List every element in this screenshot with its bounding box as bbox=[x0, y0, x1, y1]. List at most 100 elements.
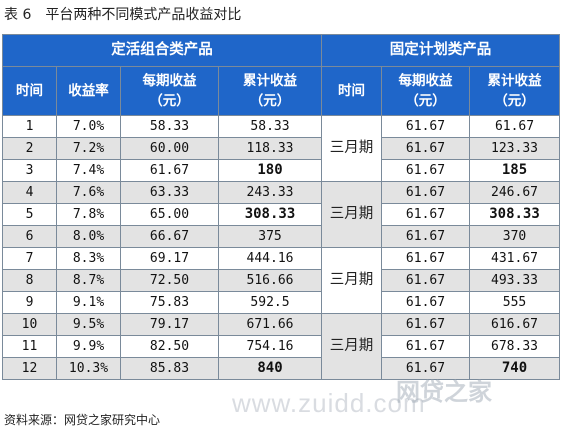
cell-fixed-period-income: 61.67 bbox=[381, 291, 470, 314]
table-row: 7 8.3% 69.17 444.16 三月期 61.67 431.67 bbox=[2, 247, 561, 314]
cell-time: 2 bbox=[2, 137, 57, 160]
cell-rate: 8.0% bbox=[56, 225, 121, 248]
table-row: 2 7.2% 60.00 118.33 61.67 123.33 bbox=[2, 137, 561, 160]
cell-rate: 8.3% bbox=[56, 247, 121, 270]
table-row: 6 8.0% 66.67 375 61.67 370 bbox=[2, 225, 561, 248]
table-row: 5 7.8% 65.00 308.33 61.67 308.33 bbox=[2, 203, 561, 226]
cell-fixed-period-income: 61.67 bbox=[381, 203, 470, 226]
cell-cumulative-income: 444.16 bbox=[218, 247, 322, 270]
cell-rate: 7.8% bbox=[56, 203, 121, 226]
cell-time: 9 bbox=[2, 291, 57, 314]
cell-rate: 7.6% bbox=[56, 181, 121, 204]
fixed-period-cell: 三月期 bbox=[321, 247, 382, 314]
cell-rate: 9.9% bbox=[56, 335, 121, 358]
cell-period-income: 66.67 bbox=[120, 225, 219, 248]
cell-rate: 7.2% bbox=[56, 137, 121, 160]
cell-rate: 7.0% bbox=[56, 115, 121, 138]
cell-time: 5 bbox=[2, 203, 57, 226]
col-header-period-income: 每期收益 （元） bbox=[120, 66, 219, 116]
table-caption: 平台两种不同模式产品收益对比 bbox=[45, 7, 242, 23]
cell-fixed-cumulative-income: 678.33 bbox=[468, 335, 561, 358]
cell-fixed-cumulative-income: 308.33 bbox=[468, 203, 561, 226]
cell-time: 6 bbox=[2, 225, 57, 248]
cell-cumulative-income: 58.33 bbox=[218, 115, 322, 138]
fixed-period-cell: 三月期 bbox=[321, 313, 382, 380]
table-row: 4 7.6% 63.33 243.33 三月期 61.67 246.67 bbox=[2, 181, 561, 248]
cell-time: 4 bbox=[2, 181, 57, 204]
cell-cumulative-income: 754.16 bbox=[218, 335, 322, 358]
source-note: 资料来源：网贷之家研究中心 bbox=[4, 413, 161, 427]
cell-fixed-cumulative-income: 246.67 bbox=[468, 181, 561, 204]
cell-period-income: 65.00 bbox=[120, 203, 219, 226]
cell-fixed-period-income: 61.67 bbox=[381, 225, 470, 248]
cell-period-income: 58.33 bbox=[120, 115, 219, 138]
table-row: 9 9.1% 75.83 592.5 61.67 555 bbox=[2, 291, 561, 314]
cell-cumulative-income: 375 bbox=[218, 225, 322, 248]
cell-fixed-cumulative-income: 555 bbox=[468, 291, 561, 314]
cell-fixed-cumulative-income: 740 bbox=[468, 357, 561, 380]
cell-fixed-period-income: 61.67 bbox=[381, 159, 470, 182]
cell-fixed-cumulative-income: 616.67 bbox=[468, 313, 561, 336]
fixed-period-cell: 三月期 bbox=[321, 115, 382, 182]
cell-fixed-period-income: 61.67 bbox=[381, 115, 470, 138]
cell-time: 11 bbox=[2, 335, 57, 358]
cell-fixed-cumulative-income: 431.67 bbox=[468, 247, 561, 270]
cell-period-income: 85.83 bbox=[120, 357, 219, 380]
cell-cumulative-income: 118.33 bbox=[218, 137, 322, 160]
cell-rate: 9.5% bbox=[56, 313, 121, 336]
cell-time: 10 bbox=[2, 313, 57, 336]
cell-fixed-period-income: 61.67 bbox=[381, 247, 470, 270]
cell-cumulative-income: 671.66 bbox=[218, 313, 322, 336]
cell-fixed-cumulative-income: 493.33 bbox=[468, 269, 561, 292]
col-header-fixed-cumulative-income: 累计收益 （元） bbox=[468, 66, 561, 116]
table-title: 表 6 平台两种不同模式产品收益对比 bbox=[4, 4, 241, 26]
cell-cumulative-income: 243.33 bbox=[218, 181, 322, 204]
cell-rate: 9.1% bbox=[56, 291, 121, 314]
group-header-right: 固定计划类产品 bbox=[320, 34, 561, 67]
cell-period-income: 63.33 bbox=[120, 181, 219, 204]
cell-rate: 7.4% bbox=[56, 159, 121, 182]
cell-time: 12 bbox=[2, 357, 57, 380]
col-header-rate: 收益率 bbox=[56, 66, 121, 116]
cell-fixed-cumulative-income: 370 bbox=[468, 225, 561, 248]
cell-period-income: 60.00 bbox=[120, 137, 219, 160]
cell-fixed-period-income: 61.67 bbox=[381, 269, 470, 292]
table-row: 11 9.9% 82.50 754.16 61.67 678.33 bbox=[2, 335, 561, 358]
group-header-left: 定活组合类产品 bbox=[2, 34, 322, 67]
cell-fixed-period-income: 61.67 bbox=[381, 335, 470, 358]
cell-period-income: 69.17 bbox=[120, 247, 219, 270]
cell-time: 1 bbox=[2, 115, 57, 138]
cell-period-income: 61.67 bbox=[120, 159, 219, 182]
cell-fixed-period-income: 61.67 bbox=[381, 181, 470, 204]
watermark-url: www.zuidd.com bbox=[232, 388, 426, 418]
table-row: 1 7.0% 58.33 58.33 三月期 61.67 61.67 bbox=[2, 115, 561, 182]
cell-time: 3 bbox=[2, 159, 57, 182]
cell-fixed-period-income: 61.67 bbox=[381, 357, 470, 380]
col-header-cumulative-income: 累计收益 （元） bbox=[218, 66, 322, 116]
table-row: 8 8.7% 72.50 516.66 61.67 493.33 bbox=[2, 269, 561, 292]
col-header-fixed-period-income: 每期收益 （元） bbox=[381, 66, 470, 116]
cell-period-income: 72.50 bbox=[120, 269, 219, 292]
cell-cumulative-income: 516.66 bbox=[218, 269, 322, 292]
table-number: 表 6 bbox=[4, 7, 32, 23]
cell-fixed-cumulative-income: 185 bbox=[468, 159, 561, 182]
cell-fixed-cumulative-income: 61.67 bbox=[468, 115, 561, 138]
table-row: 12 10.3% 85.83 840 61.67 740 bbox=[2, 357, 561, 380]
cell-cumulative-income: 592.5 bbox=[218, 291, 322, 314]
cell-period-income: 75.83 bbox=[120, 291, 219, 314]
cell-period-income: 82.50 bbox=[120, 335, 219, 358]
cell-cumulative-income: 180 bbox=[218, 159, 322, 182]
returns-comparison-table: 定活组合类产品 固定计划类产品 时间 收益率 每期收益 （元） 累计收益 （元） 时… bbox=[2, 34, 561, 380]
cell-fixed-cumulative-income: 123.33 bbox=[468, 137, 561, 160]
cell-rate: 10.3% bbox=[56, 357, 121, 380]
cell-rate: 8.7% bbox=[56, 269, 121, 292]
col-header-fixed-time: 时间 bbox=[321, 66, 382, 116]
cell-fixed-period-income: 61.67 bbox=[381, 313, 470, 336]
col-header-time: 时间 bbox=[2, 66, 57, 116]
cell-period-income: 79.17 bbox=[120, 313, 219, 336]
cell-time: 8 bbox=[2, 269, 57, 292]
fixed-period-cell: 三月期 bbox=[321, 181, 382, 248]
cell-cumulative-income: 840 bbox=[218, 357, 322, 380]
cell-fixed-period-income: 61.67 bbox=[381, 137, 470, 160]
table-row: 3 7.4% 61.67 180 61.67 185 bbox=[2, 159, 561, 182]
